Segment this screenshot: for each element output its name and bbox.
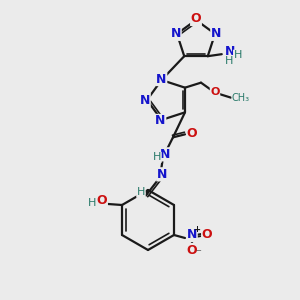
- Text: N: N: [140, 94, 150, 106]
- Text: N: N: [187, 229, 197, 242]
- Text: N: N: [225, 45, 235, 58]
- Text: N: N: [160, 148, 170, 161]
- Text: CH₃: CH₃: [232, 93, 250, 103]
- Text: O: O: [97, 194, 107, 206]
- Text: N: N: [171, 27, 181, 40]
- Text: N: N: [155, 115, 166, 128]
- Text: O: O: [210, 87, 220, 97]
- Text: H: H: [88, 198, 96, 208]
- Text: O: O: [191, 13, 201, 26]
- Text: +: +: [194, 224, 200, 233]
- Text: ⁻: ⁻: [195, 248, 201, 258]
- Text: H: H: [137, 187, 145, 197]
- Text: N: N: [156, 73, 167, 85]
- Text: H: H: [225, 56, 233, 66]
- Text: H: H: [234, 50, 242, 60]
- Text: O: O: [202, 227, 212, 241]
- Text: O: O: [187, 127, 197, 140]
- Text: O: O: [187, 244, 197, 256]
- Text: N: N: [211, 27, 221, 40]
- Text: N: N: [157, 168, 167, 181]
- Text: H: H: [153, 152, 161, 162]
